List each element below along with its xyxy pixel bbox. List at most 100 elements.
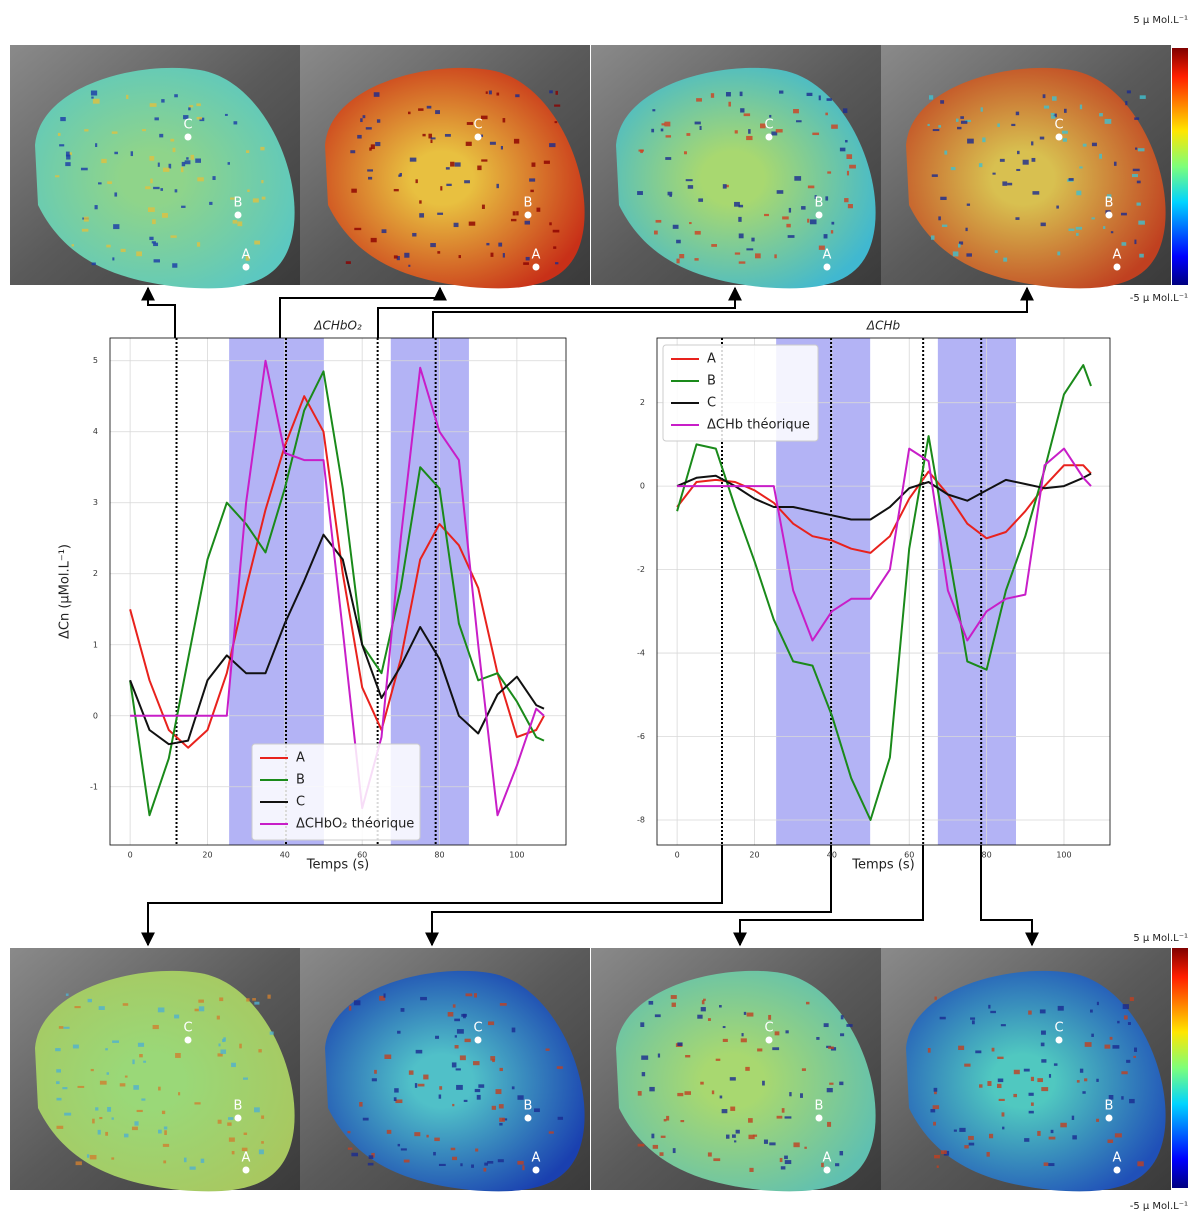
y-tick-label: 3 bbox=[93, 498, 98, 507]
speckle bbox=[1076, 1080, 1080, 1083]
speckle bbox=[932, 1105, 940, 1110]
speckle bbox=[932, 129, 940, 132]
speckle bbox=[979, 1084, 983, 1088]
speckle bbox=[689, 222, 692, 225]
speckle bbox=[136, 1109, 143, 1113]
speckle bbox=[83, 216, 89, 222]
speckle bbox=[430, 139, 433, 144]
speckle bbox=[484, 1162, 488, 1166]
speckle bbox=[375, 141, 381, 147]
speckle bbox=[997, 123, 1000, 127]
speckle bbox=[445, 167, 450, 170]
point-label: A bbox=[242, 248, 251, 263]
speckle bbox=[1096, 1118, 1100, 1122]
colorbar-max: 5 µ Mol.L⁻¹ bbox=[1133, 15, 1188, 26]
speckle bbox=[785, 1030, 789, 1034]
point-marker bbox=[532, 1166, 540, 1174]
speckle bbox=[988, 1133, 994, 1139]
speckle bbox=[840, 1015, 844, 1020]
speckle bbox=[1030, 1102, 1034, 1106]
arrow bbox=[980, 845, 1039, 947]
y-tick-label: -6 bbox=[637, 732, 645, 741]
speckle bbox=[184, 160, 191, 165]
series-line bbox=[129, 395, 545, 749]
speckle bbox=[157, 162, 160, 167]
speckle bbox=[965, 227, 968, 232]
speckle bbox=[200, 1158, 205, 1163]
speckle bbox=[524, 220, 531, 225]
speckle bbox=[163, 1160, 167, 1164]
speckle bbox=[111, 1157, 115, 1160]
speckle bbox=[676, 239, 681, 244]
speckle bbox=[543, 160, 550, 164]
speckle bbox=[1117, 1020, 1120, 1024]
speckle bbox=[823, 1023, 829, 1028]
speckle bbox=[1001, 1112, 1005, 1117]
speckle bbox=[1136, 202, 1141, 206]
speckle bbox=[195, 158, 202, 163]
speckle bbox=[105, 1048, 108, 1051]
speckle bbox=[181, 205, 186, 208]
speckle bbox=[657, 1053, 661, 1058]
speckle bbox=[711, 1090, 715, 1095]
arrow bbox=[141, 845, 723, 947]
speckle bbox=[198, 999, 204, 1003]
speckle bbox=[741, 1033, 744, 1037]
speckle bbox=[1131, 174, 1138, 178]
speckle bbox=[934, 1154, 940, 1159]
speckle bbox=[1091, 1033, 1094, 1037]
speckle bbox=[478, 1084, 485, 1088]
speckle bbox=[230, 197, 235, 200]
point-marker bbox=[474, 133, 482, 141]
speckle bbox=[1040, 222, 1046, 227]
speckle bbox=[374, 1069, 377, 1074]
speckle bbox=[397, 1143, 401, 1147]
speckle bbox=[1121, 1071, 1128, 1075]
speckle bbox=[152, 219, 156, 225]
point-label: C bbox=[764, 118, 773, 133]
y-tick-label: 2 bbox=[93, 569, 98, 578]
speckle bbox=[746, 248, 754, 251]
speckle bbox=[649, 1086, 655, 1092]
speckle bbox=[648, 1000, 654, 1005]
speckle bbox=[1104, 1044, 1111, 1049]
speckle bbox=[516, 211, 519, 216]
speckle bbox=[1031, 141, 1034, 146]
speckle bbox=[415, 179, 418, 184]
speckle bbox=[934, 996, 937, 1000]
speckle bbox=[655, 219, 662, 223]
speckle bbox=[396, 256, 400, 261]
speckle bbox=[707, 1152, 712, 1157]
speckle bbox=[1120, 212, 1127, 216]
speckle bbox=[1007, 182, 1013, 186]
speckle bbox=[172, 263, 178, 268]
speckle bbox=[65, 993, 69, 996]
speckle bbox=[354, 227, 362, 231]
speckle bbox=[978, 163, 983, 168]
speckle bbox=[970, 1017, 976, 1020]
colorbar bbox=[1172, 948, 1188, 1188]
speckle bbox=[992, 172, 996, 175]
speckle bbox=[515, 94, 520, 98]
speckle bbox=[553, 246, 557, 249]
speckle bbox=[748, 1118, 753, 1123]
speckle bbox=[725, 184, 729, 188]
speckle bbox=[722, 1038, 728, 1042]
speckle bbox=[698, 198, 704, 202]
speckle bbox=[801, 1068, 806, 1071]
speckle bbox=[1091, 142, 1097, 147]
speckle bbox=[1110, 231, 1114, 234]
speckle bbox=[687, 185, 694, 189]
speckle bbox=[818, 245, 825, 250]
speckle bbox=[814, 195, 817, 199]
speckle bbox=[437, 251, 441, 254]
brain-map bbox=[35, 970, 295, 1192]
speckle bbox=[1039, 1009, 1046, 1014]
speckle bbox=[485, 91, 488, 94]
speckle bbox=[489, 141, 496, 145]
speckle bbox=[497, 1159, 504, 1163]
speckle bbox=[243, 1132, 248, 1135]
speckle bbox=[452, 1103, 455, 1107]
speckle bbox=[697, 1014, 703, 1019]
